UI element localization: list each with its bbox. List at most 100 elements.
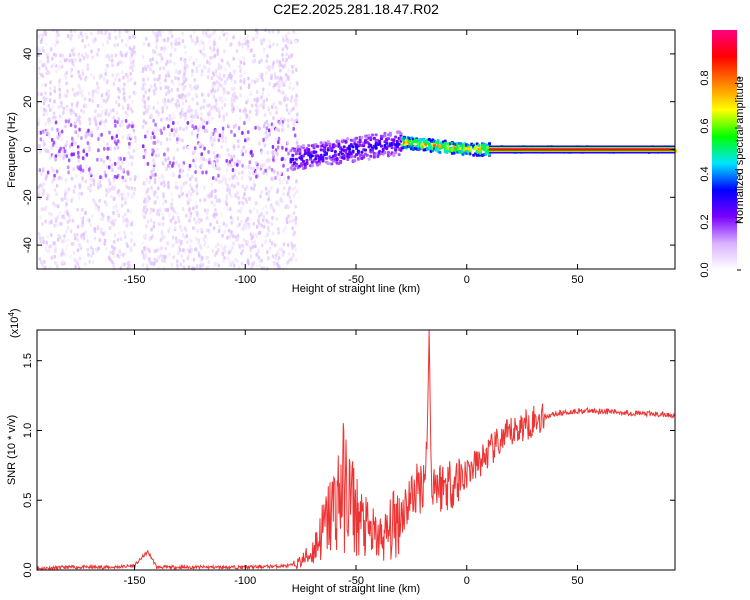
heatmap-cell xyxy=(264,234,268,239)
heatmap-cell xyxy=(212,226,216,231)
heatmap-cell xyxy=(147,247,150,252)
heatmap-cell xyxy=(76,207,79,212)
heatmap-cell xyxy=(77,35,81,40)
heatmap-cell xyxy=(144,67,148,72)
heatmap-cell xyxy=(174,180,178,185)
heatmap-cell xyxy=(113,119,117,124)
heatmap-cell xyxy=(37,116,41,121)
heatmap-cell xyxy=(251,231,254,236)
heatmap-cell xyxy=(211,71,215,76)
heatmap-cell xyxy=(98,238,102,243)
heatmap-cell xyxy=(92,182,96,187)
heatmap-cell xyxy=(245,199,249,204)
heatmap-cell xyxy=(123,157,126,162)
heatmap-cell xyxy=(81,176,84,181)
heatmap-cell xyxy=(287,205,290,210)
heatmap-cell xyxy=(277,226,280,231)
heatmap-cell xyxy=(290,117,294,122)
heatmap-cell xyxy=(117,87,120,92)
heatmap-cell xyxy=(293,119,297,124)
heatmap-cell xyxy=(128,145,131,150)
heatmap-cell xyxy=(102,232,105,237)
heatmap-cell xyxy=(70,142,74,147)
heatmap-cell xyxy=(160,256,164,261)
heatmap-cell xyxy=(75,103,79,108)
heatmap-cell xyxy=(270,167,274,172)
heatmap-cell xyxy=(112,178,116,183)
heatmap-cell xyxy=(323,145,327,149)
heatmap-cell xyxy=(267,193,271,198)
heatmap-cell xyxy=(262,138,265,143)
heatmap-cell xyxy=(52,115,55,120)
heatmap-cell xyxy=(294,248,297,253)
heatmap-cell xyxy=(107,215,110,220)
heatmap-cell xyxy=(83,77,87,82)
heatmap-cell xyxy=(181,31,185,36)
heatmap-cell xyxy=(262,266,266,271)
heatmap-cell xyxy=(189,55,193,60)
heatmap-cell xyxy=(260,41,264,46)
heatmap-cell xyxy=(179,224,182,229)
heatmap-cell xyxy=(57,66,61,71)
heatmap-cell xyxy=(74,141,77,146)
heatmap-cell xyxy=(203,53,206,58)
heatmap-cell xyxy=(287,31,290,36)
heatmap-cell xyxy=(167,73,171,78)
heatmap-cell xyxy=(167,29,171,34)
heatmap-cell xyxy=(112,263,115,268)
heatmap-cell xyxy=(115,100,118,105)
heatmap-cell xyxy=(220,145,223,150)
heatmap-cell xyxy=(126,29,129,34)
heatmap-cell xyxy=(164,74,168,79)
heatmap-cell xyxy=(205,158,208,163)
heatmap-cell xyxy=(107,178,111,183)
heatmap-cell xyxy=(63,153,66,158)
heatmap-cell xyxy=(42,146,46,151)
heatmap-cell xyxy=(295,117,299,122)
heatmap-cell xyxy=(286,192,290,197)
heatmap-cell xyxy=(209,46,212,51)
heatmap-cell xyxy=(367,133,371,137)
heatmap-cell xyxy=(58,92,62,97)
heatmap-cell xyxy=(263,113,267,118)
heatmap-cell xyxy=(112,115,115,120)
heatmap-cell xyxy=(123,82,126,87)
heatmap-cell xyxy=(187,190,191,195)
heatmap-cell xyxy=(175,140,179,145)
heatmap-cell xyxy=(73,233,76,238)
heatmap-cell xyxy=(152,167,155,172)
heatmap-cell xyxy=(189,214,192,219)
heatmap-cell xyxy=(114,35,118,40)
heatmap-cell xyxy=(183,235,187,240)
heatmap-cell xyxy=(249,246,253,251)
heatmap-cell xyxy=(38,144,42,149)
heatmap-cell xyxy=(106,63,109,68)
heatmap-cell xyxy=(147,194,150,199)
heatmap-cell xyxy=(42,112,46,117)
heatmap-cell xyxy=(206,228,209,233)
heatmap-cell xyxy=(258,263,262,268)
heatmap-cell xyxy=(372,155,376,159)
heatmap-cell xyxy=(144,204,147,209)
heatmap-cell xyxy=(206,28,210,33)
heatmap-cell xyxy=(81,207,84,212)
heatmap-cell xyxy=(73,118,77,123)
heatmap-cell xyxy=(38,66,41,71)
heatmap-cell xyxy=(206,255,209,260)
heatmap-cell xyxy=(279,68,282,73)
heatmap-cell xyxy=(187,167,190,172)
heatmap-cell xyxy=(111,63,114,68)
heatmap-cell xyxy=(153,257,157,262)
heatmap-cell xyxy=(230,129,233,134)
heatmap-cell xyxy=(70,152,74,157)
heatmap-cell xyxy=(178,126,182,131)
heatmap-cell xyxy=(126,244,129,249)
heatmap-cell xyxy=(116,139,120,144)
heatmap-cell xyxy=(168,117,172,122)
heatmap-cell xyxy=(122,215,125,220)
heatmap-cell xyxy=(271,145,275,150)
heatmap-cell xyxy=(63,239,67,244)
heatmap-cell xyxy=(230,154,233,159)
heatmap-cell xyxy=(129,77,133,82)
heatmap-cell xyxy=(158,81,162,86)
